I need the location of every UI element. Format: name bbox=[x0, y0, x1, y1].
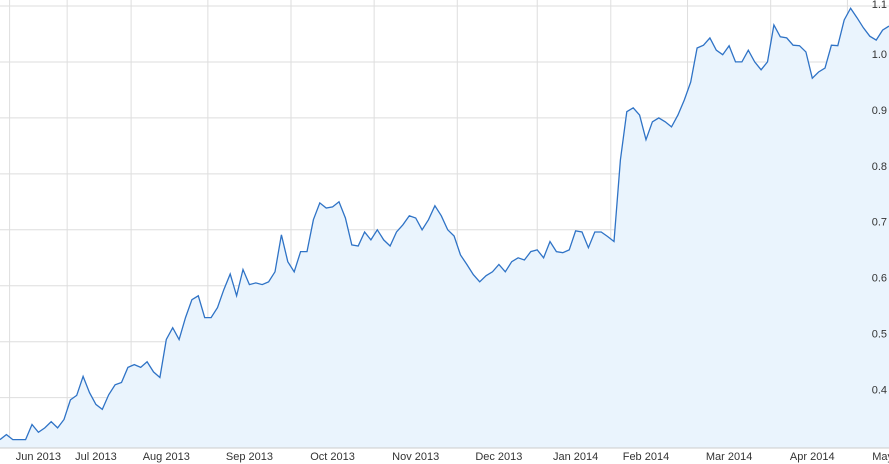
x-tick-label: Jan 2014 bbox=[553, 451, 598, 463]
x-tick-label: Apr 2014 bbox=[790, 451, 835, 463]
x-tick-label: Oct 2013 bbox=[310, 451, 355, 463]
x-tick-label: Jun 2013 bbox=[16, 451, 61, 463]
y-tick-label: 1.1 bbox=[872, 0, 887, 11]
x-tick-label: Dec 2013 bbox=[475, 451, 522, 463]
y-tick-label: 0.8 bbox=[872, 161, 887, 173]
y-tick-label: 0.7 bbox=[872, 217, 887, 229]
y-tick-label: 0.9 bbox=[872, 105, 887, 117]
x-tick-label: May bbox=[872, 451, 889, 463]
y-tick-label: 0.5 bbox=[872, 329, 887, 341]
area bbox=[0, 8, 889, 448]
x-tick-label: Mar 2014 bbox=[706, 451, 752, 463]
x-tick-label: Sep 2013 bbox=[226, 451, 273, 463]
line bbox=[0, 6, 889, 441]
y-tick-label: 0.4 bbox=[872, 385, 887, 397]
y-tick-label: 0.6 bbox=[872, 273, 887, 285]
x-tick-label: Nov 2013 bbox=[392, 451, 439, 463]
x-tick-label: Aug 2013 bbox=[143, 451, 190, 463]
y-tick-label: 1.0 bbox=[872, 49, 887, 61]
x-tick-label: Jul 2013 bbox=[75, 451, 117, 463]
x-tick-label: Feb 2014 bbox=[623, 451, 669, 463]
